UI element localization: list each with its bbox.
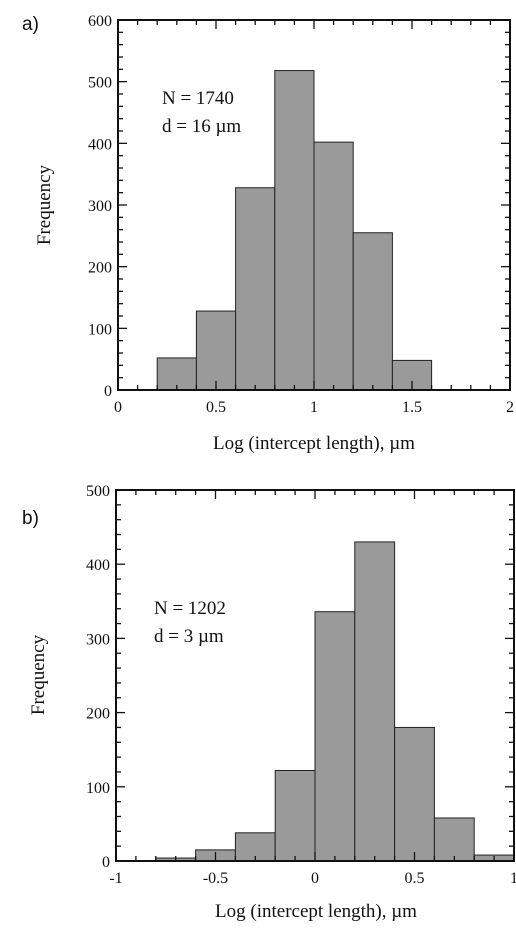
histogram-bar [314, 611, 356, 862]
panel-b-label: b) [22, 508, 39, 529]
y-tick-label: 600 [88, 13, 112, 30]
y-tick-label: 400 [88, 136, 112, 153]
panel-b-annotation-n: N = 1202 [154, 598, 226, 619]
x-tick-label: 1 [310, 399, 318, 416]
x-tick-label: 1 [510, 870, 516, 887]
panel-a-y-axis-title: Frequency [34, 164, 55, 245]
x-tick-label: -0.5 [203, 870, 228, 887]
panel-a-annotation-d: d = 16 µm [162, 116, 241, 137]
y-tick-label: 400 [86, 557, 110, 574]
panel-a-label: a) [22, 14, 39, 35]
x-tick-label: 0 [114, 399, 122, 416]
histogram-bar [195, 310, 237, 391]
histogram-bar [274, 769, 316, 862]
panel-b-ticks [115, 489, 515, 862]
histogram-bar [394, 726, 435, 862]
histogram-bar [156, 357, 197, 391]
y-tick-label: 300 [86, 631, 110, 648]
histogram-bar [235, 187, 276, 391]
x-tick-label: 0.5 [405, 870, 425, 887]
panel-a-bars [156, 70, 433, 391]
panel-a-y-tick-labels: 0 100 200 300 400 500 600 [88, 13, 112, 400]
panel-b-bars [155, 541, 515, 862]
histogram-bar [354, 541, 396, 862]
histogram-bar [433, 817, 475, 862]
histogram-bar [352, 232, 393, 391]
y-tick-label: 100 [86, 780, 110, 797]
y-tick-label: 200 [88, 260, 112, 277]
panel-b-x-tick-labels: -1 -0.5 0 0.5 1 [109, 870, 516, 887]
panel-b-x-axis-title: Log (intercept length), µm [215, 901, 417, 922]
y-tick-label: 100 [88, 321, 112, 338]
panel-a-annotation-n: N = 1740 [162, 88, 234, 109]
histogram-bar [274, 70, 315, 391]
histogram-panel-b: b) -1 -0.5 0 0.5 1 0 100 200 300 400 500 N = 1202… [22, 483, 516, 922]
histogram-bar [313, 141, 354, 391]
histogram-panel-a: a) 0 0.5 1 1.5 2 0 100 200 300 400 500 600 N = 174… [22, 13, 514, 454]
x-tick-label: 1.5 [402, 399, 422, 416]
panel-b-y-tick-labels: 0 100 200 300 400 500 [86, 483, 110, 871]
y-tick-label: 500 [86, 483, 110, 500]
y-tick-label: 200 [86, 706, 110, 723]
y-tick-label: 300 [88, 198, 112, 215]
y-tick-label: 0 [104, 383, 112, 400]
x-tick-label: -1 [109, 870, 122, 887]
panel-a-x-axis-title: Log (intercept length), µm [213, 433, 415, 454]
panel-b-y-axis-title: Frequency [28, 634, 49, 715]
y-tick-label: 0 [102, 854, 110, 871]
panel-a-ticks [117, 19, 511, 391]
panel-a-x-tick-labels: 0 0.5 1 1.5 2 [114, 399, 514, 416]
panel-b-annotation-d: d = 3 µm [154, 626, 224, 647]
y-tick-label: 500 [88, 75, 112, 92]
x-tick-label: 0.5 [206, 399, 226, 416]
x-tick-label: 0 [311, 870, 319, 887]
x-tick-label: 2 [506, 399, 514, 416]
